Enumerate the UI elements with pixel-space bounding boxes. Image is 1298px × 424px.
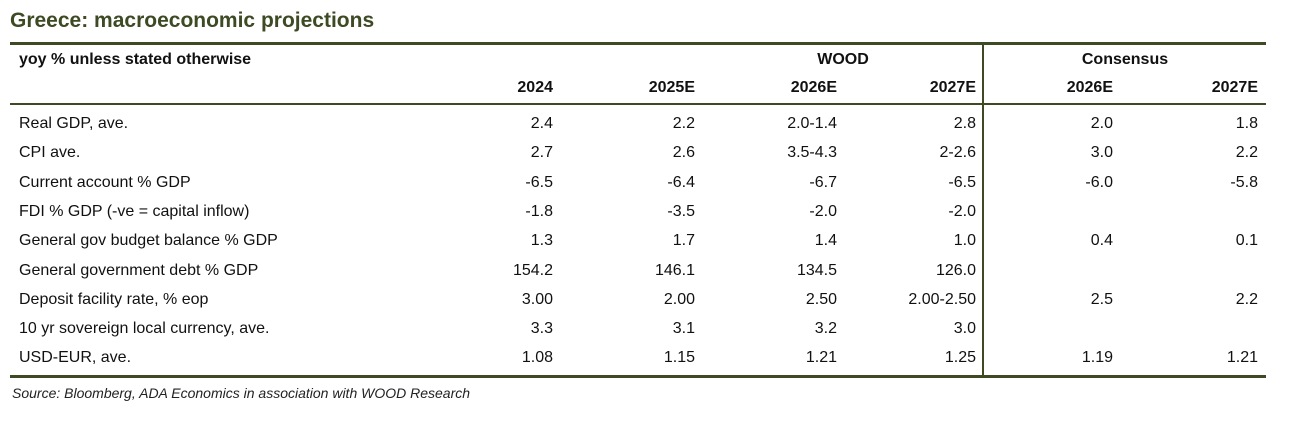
cell: 2.4 xyxy=(530,115,553,132)
cell: 1.4 xyxy=(814,232,837,250)
row-label: Deposit facility rate, % eop xyxy=(19,290,209,308)
cell: 3.1 xyxy=(672,320,695,338)
cell: 146.1 xyxy=(654,261,695,279)
group-header: Consensus xyxy=(1081,51,1169,68)
cell: 0.1 xyxy=(1235,232,1258,250)
column-header: 2026E xyxy=(790,79,837,96)
cell: 2.6 xyxy=(672,144,695,162)
cell: 1.21 xyxy=(805,349,837,367)
top-rule xyxy=(10,42,1266,45)
cell: 1.3 xyxy=(530,232,553,250)
cell: 1.08 xyxy=(521,349,553,367)
cell: 2.00-2.50 xyxy=(908,290,976,308)
row-label: FDI % GDP (-ve = capital inflow) xyxy=(19,202,250,220)
cell: 2.2 xyxy=(672,115,695,132)
cell: 3.5-4.3 xyxy=(787,144,837,162)
cell: 1.8 xyxy=(1235,115,1258,132)
cell: 1.21 xyxy=(1226,349,1258,367)
cell: -1.8 xyxy=(525,202,553,220)
cell: 3.00 xyxy=(521,290,553,308)
row-label: 10 yr sovereign local currency, ave. xyxy=(19,320,270,338)
cell: 2-2.6 xyxy=(939,144,976,162)
cell: 2.8 xyxy=(953,115,976,132)
group-header: WOOD xyxy=(817,51,869,68)
cell: 3.2 xyxy=(814,320,837,338)
cell: 1.25 xyxy=(944,349,976,367)
cell: -6.0 xyxy=(1085,173,1113,191)
cell: -5.8 xyxy=(1230,173,1258,191)
cell: 2.0-1.4 xyxy=(787,115,837,132)
column-header: 2025E xyxy=(648,79,695,96)
cell: 126.0 xyxy=(935,261,976,279)
group-divider xyxy=(982,43,984,377)
row-label: General government debt % GDP xyxy=(19,261,259,279)
cell: 3.0 xyxy=(1090,144,1113,162)
cell: 2.5 xyxy=(1090,290,1113,308)
header-label: yoy % unless stated otherwise xyxy=(19,51,252,68)
cell: -6.4 xyxy=(667,173,695,191)
header-rule xyxy=(10,103,1266,105)
row-label: USD-EUR, ave. xyxy=(19,349,132,367)
column-header: 2024 xyxy=(517,79,553,96)
column-header: 2026E xyxy=(1066,79,1113,96)
cell: 2.2 xyxy=(1235,144,1258,162)
cell: -2.0 xyxy=(809,202,837,220)
cell: -2.0 xyxy=(948,202,976,220)
cell: -3.5 xyxy=(667,202,695,220)
cell: -6.5 xyxy=(948,173,976,191)
cell: -6.5 xyxy=(525,173,553,191)
bottom-rule xyxy=(10,375,1266,378)
row-label: Current account % GDP xyxy=(19,173,191,191)
cell: 0.4 xyxy=(1090,232,1113,250)
row-label: General gov budget balance % GDP xyxy=(19,232,278,250)
cell: 2.7 xyxy=(530,144,553,162)
cell: 2.00 xyxy=(663,290,695,308)
cell: 1.0 xyxy=(953,232,976,250)
cell: 2.2 xyxy=(1235,290,1258,308)
source: Source: Bloomberg, ADA Economics in asso… xyxy=(12,385,471,401)
cell: 2.50 xyxy=(805,290,837,308)
cell: 1.19 xyxy=(1081,349,1113,367)
cell: -6.7 xyxy=(809,173,837,191)
title: Greece: macroeconomic projections xyxy=(10,9,375,32)
column-header: 2027E xyxy=(1211,79,1258,96)
cell: 2.0 xyxy=(1090,115,1113,132)
column-header: 2027E xyxy=(929,79,976,96)
cell: 1.15 xyxy=(663,349,695,367)
cell: 3.3 xyxy=(530,320,553,338)
row-label: Real GDP, ave. xyxy=(19,115,129,132)
cell: 134.5 xyxy=(796,261,837,279)
cell: 3.0 xyxy=(953,320,976,338)
cell: 1.7 xyxy=(672,232,695,250)
cell: 154.2 xyxy=(512,261,553,279)
row-label: CPI ave. xyxy=(19,144,81,162)
